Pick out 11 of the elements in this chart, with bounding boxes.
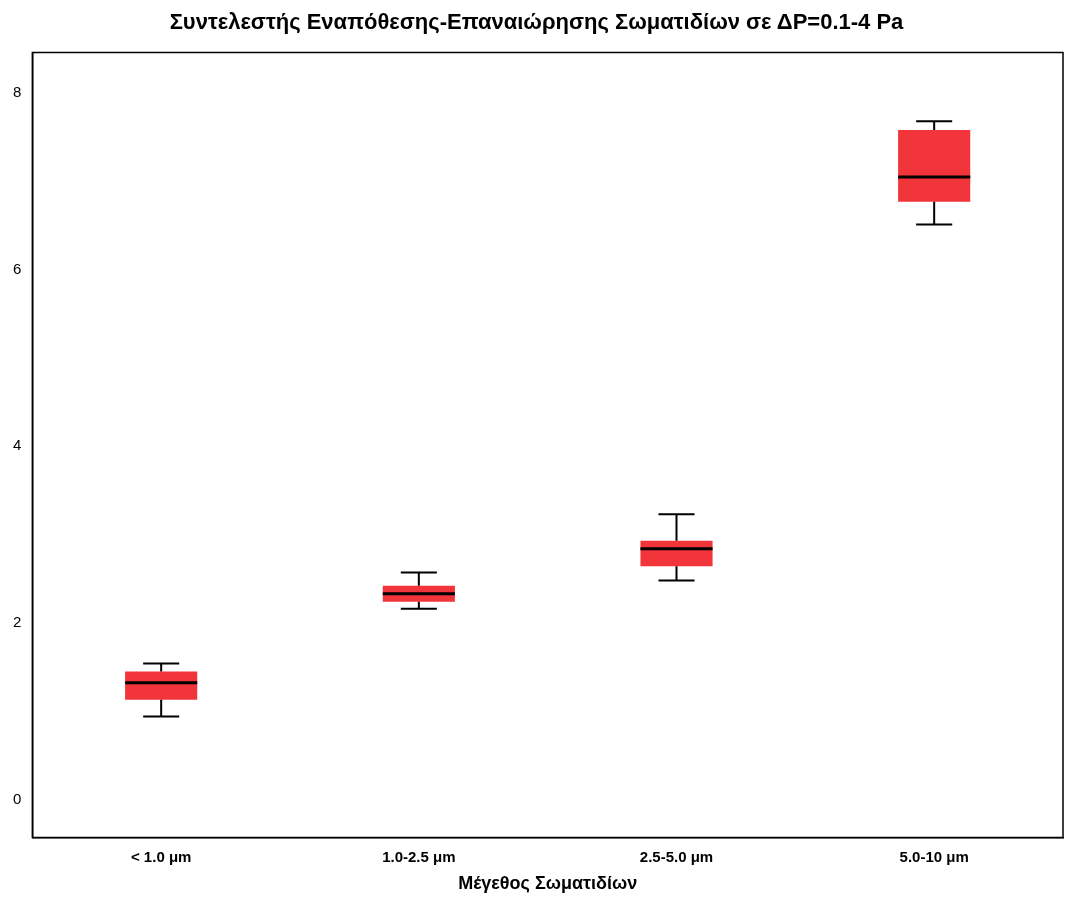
x-tick-label: 1.0-2.5 μm bbox=[382, 847, 456, 865]
x-axis-title: Μέγεθος Σωματιδίων bbox=[458, 873, 638, 894]
y-tick-label: 2 bbox=[13, 612, 22, 630]
y-tick-label: 4 bbox=[13, 436, 22, 454]
y-tick-label: 8 bbox=[13, 83, 22, 101]
x-tick-label: < 1.0 μm bbox=[130, 847, 192, 865]
y-tick-label: 0 bbox=[13, 789, 22, 807]
x-tick-label: 5.0-10 μm bbox=[899, 847, 969, 865]
x-tick-label: 2.5-5.0 μm bbox=[639, 847, 714, 865]
y-tick-label: 6 bbox=[13, 259, 22, 277]
chart-title: Συντελεστής Εναπόθεσης-Επαναιώρησης Σωματιδίων σε ΔP=0.1-4 Pa bbox=[169, 9, 905, 35]
